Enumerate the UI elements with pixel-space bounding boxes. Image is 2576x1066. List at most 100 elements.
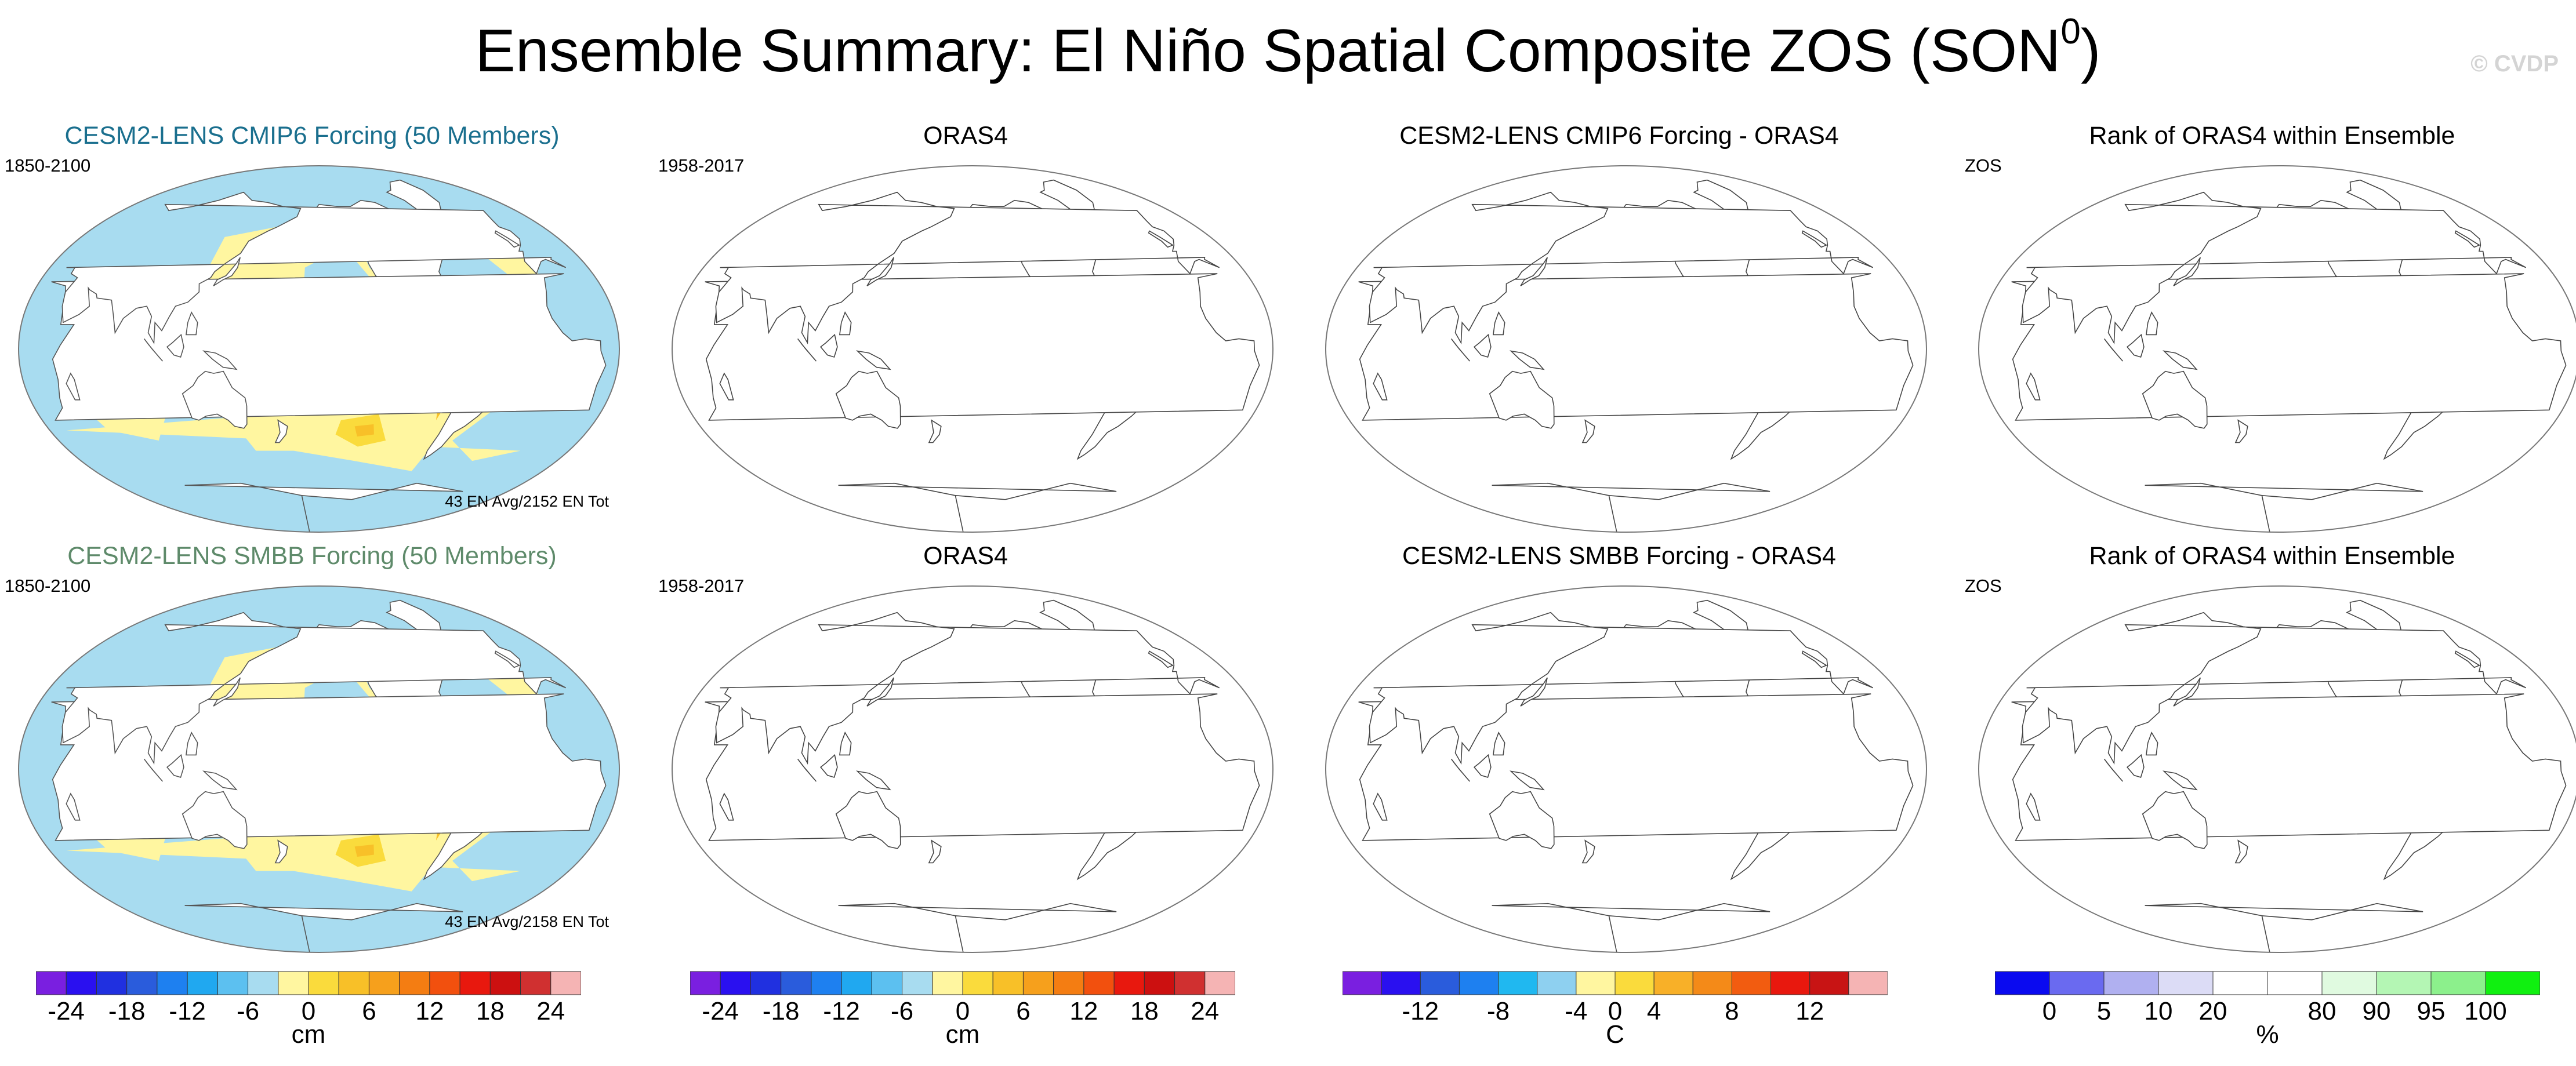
panel-title: Rank of ORAS4 within Ensemble <box>2089 122 2455 150</box>
colorbar-tick-label: 12 <box>415 997 444 1025</box>
blank-world-map <box>1978 165 2576 533</box>
colorbar-swatch <box>720 971 751 995</box>
panel-left-label: 1958-2017 <box>658 155 745 176</box>
panel-title: CESM2-LENS SMBB Forcing - ORAS4 <box>1402 542 1836 570</box>
colorbar-swatch <box>2430 971 2486 995</box>
figure-title-close: ) <box>2080 17 2101 85</box>
panel-left-label: 1850-2100 <box>5 576 91 596</box>
colorbar-swatch <box>550 971 581 995</box>
map-panel: ORAS4 1958-2017 <box>658 122 1274 533</box>
colorbar-swatch <box>1381 971 1421 995</box>
colorbar-tick-label: -8 <box>1487 997 1510 1025</box>
colorbar-tick-label: -4 <box>1565 997 1588 1025</box>
colorbar-swatch <box>1083 971 1115 995</box>
colorbar-tick-label: -12 <box>823 997 860 1025</box>
colorbar-tick-label: 90 <box>2362 997 2391 1025</box>
colorbar-swatch <box>489 971 521 995</box>
colorbar-tick-label: -24 <box>48 997 85 1025</box>
filled-world-map <box>18 165 620 533</box>
colorbar-tick-label: 0 <box>301 997 316 1025</box>
colorbar-swatch <box>1576 971 1616 995</box>
panel-title: CESM2-LENS CMIP6 Forcing - ORAS4 <box>1399 122 1839 150</box>
colorbar-swatch <box>871 971 903 995</box>
colorbar-swatch <box>781 971 812 995</box>
colorbar-swatch <box>1204 971 1235 995</box>
colorbar-swatch <box>429 971 460 995</box>
colorbar-swatch <box>1022 971 1054 995</box>
colorbar-tick-label: 6 <box>1016 997 1031 1025</box>
cvdp-watermark: © CVDP <box>2470 51 2559 77</box>
panel-event-count: 43 EN Avg/2158 EN Tot <box>445 913 609 930</box>
colorbar-tick-label: 18 <box>1130 997 1159 1025</box>
colorbar-swatch <box>187 971 218 995</box>
map-panel: Rank of ORAS4 within Ensemble ZOS <box>1965 542 2576 953</box>
colorbar-swatch <box>2321 971 2377 995</box>
colorbar-tick-label: -12 <box>1402 997 1439 1025</box>
colorbar-swatch <box>217 971 249 995</box>
colorbar-tick-label: 12 <box>1069 997 1098 1025</box>
colorbar-swatch <box>2103 971 2159 995</box>
colorbar-swatch <box>1498 971 1538 995</box>
colorbar-swatch <box>2158 971 2214 995</box>
panel-title: CESM2-LENS SMBB Forcing (50 Members) <box>67 542 557 570</box>
colorbar-swatch <box>1614 971 1655 995</box>
figure-title-superscript: 0 <box>2060 12 2081 52</box>
colorbar-tick-label: 6 <box>362 997 376 1025</box>
colorbar-tick-label: 8 <box>1725 997 1739 1025</box>
colorbar <box>1995 971 2540 995</box>
colorbar-swatch <box>248 971 279 995</box>
colorbar-swatch <box>690 971 721 995</box>
colorbar-unit: % <box>2256 1020 2279 1049</box>
colorbar-swatch <box>308 971 339 995</box>
panel-left-label: 1958-2017 <box>658 576 745 596</box>
blank-world-map <box>1325 165 1927 533</box>
panel-left-label: 1850-2100 <box>5 155 91 176</box>
colorbar-swatch <box>96 971 128 995</box>
colorbar-swatch <box>338 971 369 995</box>
colorbar-tick-label: 4 <box>1646 997 1661 1025</box>
colorbar-swatch <box>157 971 188 995</box>
colorbar-tick-label: 20 <box>2198 997 2227 1025</box>
colorbar-tick-label: -24 <box>702 997 739 1025</box>
panel-left-label: ZOS <box>1965 576 2002 596</box>
figure-title-text: Ensemble Summary: El Niño Spatial Compos… <box>475 17 2061 85</box>
map-panel: CESM2-LENS CMIP6 Forcing (50 Members) 185… <box>5 122 620 533</box>
colorbar-swatch <box>1174 971 1206 995</box>
colorbar-tick-label: 0 <box>955 997 970 1025</box>
blank-world-map <box>672 165 1274 533</box>
colorbar-swatch <box>1692 971 1732 995</box>
colorbar-swatch <box>1848 971 1888 995</box>
colorbar-swatch <box>368 971 400 995</box>
map-panel: CESM2-LENS CMIP6 Forcing - ORAS4 <box>1312 122 1927 533</box>
panel-title: CESM2-LENS CMIP6 Forcing (50 Members) <box>64 122 560 150</box>
colorbar-tick-label: 80 <box>2307 997 2336 1025</box>
colorbar-tick-label: 12 <box>1795 997 1824 1025</box>
colorbar-swatch <box>126 971 158 995</box>
colorbar-swatch <box>1343 971 1382 995</box>
colorbar-tick-label: 100 <box>2464 997 2507 1025</box>
colorbar-tick-label: 10 <box>2144 997 2173 1025</box>
colorbar-swatch <box>1053 971 1084 995</box>
colorbar-swatch <box>841 971 872 995</box>
colorbar <box>1343 971 1888 995</box>
colorbar-swatch <box>2267 971 2323 995</box>
map-panel: Rank of ORAS4 within Ensemble ZOS <box>1965 122 2576 533</box>
colorbar-tick-label: -18 <box>762 997 800 1025</box>
colorbar-swatch <box>1113 971 1145 995</box>
colorbar-swatch <box>520 971 552 995</box>
colorbar-tick-label: -18 <box>108 997 146 1025</box>
colorbar-tick-label: 24 <box>1191 997 1220 1025</box>
colorbar-swatch <box>1420 971 1460 995</box>
panel-title: ORAS4 <box>923 542 1008 570</box>
map-panel: ORAS4 1958-2017 <box>658 542 1274 953</box>
blank-world-map <box>672 585 1274 953</box>
colorbar-tick-label: 24 <box>536 997 565 1025</box>
colorbar <box>36 971 581 995</box>
colorbar-swatch <box>1770 971 1811 995</box>
figure-title: Ensemble Summary: El Niño Spatial Compos… <box>0 10 2576 92</box>
colorbar-swatch <box>992 971 1024 995</box>
colorbar-swatch <box>2212 971 2268 995</box>
colorbar-swatch <box>2049 971 2105 995</box>
colorbar-swatch <box>962 971 993 995</box>
colorbar-swatch <box>1731 971 1772 995</box>
